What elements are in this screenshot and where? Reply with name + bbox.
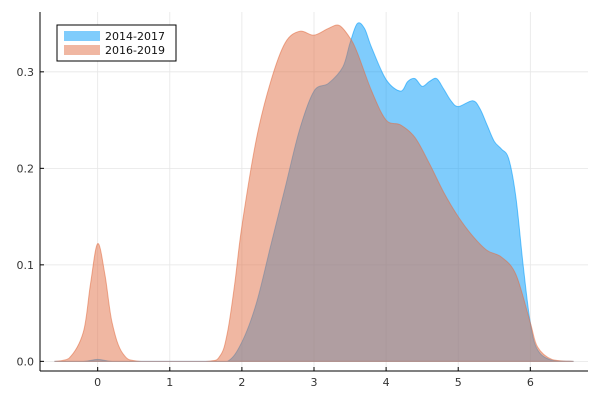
x-tick-label-4: 4 bbox=[383, 376, 390, 389]
legend-label-0: 2014-2017 bbox=[105, 30, 165, 43]
legend-label-1: 2016-2019 bbox=[105, 44, 165, 57]
x-tick-label-2: 2 bbox=[238, 376, 245, 389]
series-area-1 bbox=[54, 24, 574, 362]
y-tick-label-0: 0.0 bbox=[17, 355, 35, 368]
density-areas bbox=[54, 22, 574, 362]
y-tick-label-1: 0.1 bbox=[17, 259, 35, 272]
y-tick-label-2: 0.2 bbox=[17, 162, 35, 175]
x-tick-label-6: 6 bbox=[527, 376, 534, 389]
x-tick-label-3: 3 bbox=[311, 376, 318, 389]
tick-labels: 0 1 2 3 4 5 6 0.0 0.1 0.2 0.3 bbox=[17, 66, 534, 389]
legend-swatch-0 bbox=[64, 31, 100, 41]
legend-swatch-1 bbox=[64, 45, 100, 55]
axes bbox=[39, 12, 588, 372]
y-tick-label-3: 0.3 bbox=[17, 66, 35, 79]
x-tick-label-5: 5 bbox=[455, 376, 462, 389]
x-tick-label-1: 1 bbox=[166, 376, 173, 389]
x-tick-label-0: 0 bbox=[94, 376, 101, 389]
